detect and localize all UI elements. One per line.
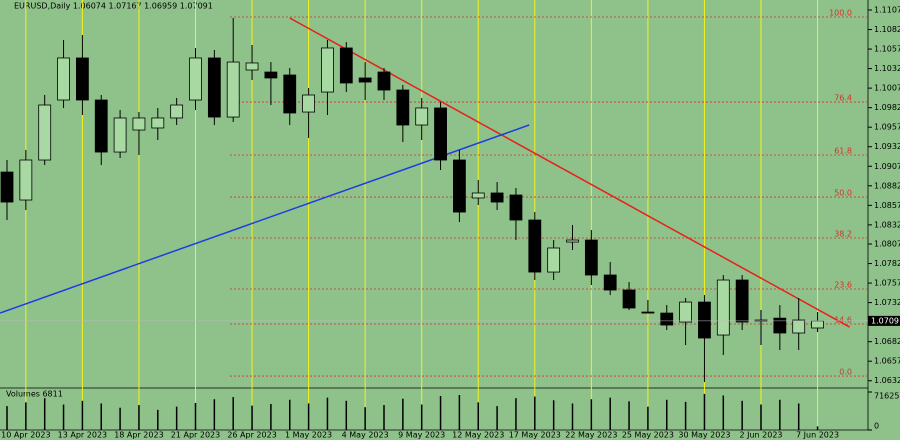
y-tick-label: 1.07575 — [874, 279, 900, 288]
x-tick-label: 12 May 2023 — [452, 431, 504, 440]
y-tick-label: 1.10820 — [874, 25, 900, 34]
candle-body — [622, 289, 636, 309]
candle-body — [377, 71, 391, 91]
candle-body — [603, 274, 617, 291]
fib-label: 23.6 — [834, 281, 852, 290]
x-tick-label: 13 Apr 2023 — [58, 431, 107, 440]
candle-body — [94, 99, 108, 153]
current-price-box — [868, 315, 900, 326]
x-tick-label: 10 Apr 2023 — [1, 431, 50, 440]
candle-body — [207, 57, 221, 118]
x-tick-label: 1 May 2023 — [285, 431, 332, 440]
x-tick-label: 18 Apr 2023 — [114, 431, 163, 440]
candle-body — [509, 194, 523, 221]
y-tick-label: 1.10070 — [874, 84, 900, 93]
x-tick-label: 9 May 2023 — [398, 431, 445, 440]
candle-body — [528, 219, 542, 273]
fib-label: 38.2 — [834, 229, 852, 238]
candle-body — [132, 117, 146, 131]
candle-body — [584, 239, 598, 276]
candle-body — [0, 171, 14, 203]
candle-body — [264, 71, 278, 79]
y-tick-label: 1.08820 — [874, 181, 900, 190]
candle-body — [19, 159, 33, 201]
candle-body — [321, 47, 334, 93]
candle-body — [283, 74, 297, 114]
y-tick-label: 1.06325 — [874, 376, 900, 385]
candle-body — [660, 312, 674, 326]
candle-body — [490, 192, 504, 203]
candle-body — [170, 104, 184, 119]
volume-title: Volumes 6811 — [6, 390, 63, 399]
x-tick-label: 2 Jun 2023 — [739, 431, 782, 440]
fib-label: 61.8 — [834, 147, 852, 156]
x-tick-label: 30 May 2023 — [678, 431, 730, 440]
fib-label: 50.0 — [834, 189, 852, 198]
candle-body — [452, 159, 466, 213]
candle-body — [358, 77, 372, 83]
candle-body — [471, 192, 485, 199]
candle-body — [716, 279, 730, 336]
x-tick-label: 26 Apr 2023 — [227, 431, 276, 440]
candle-body — [679, 301, 692, 323]
y-tick-label: 1.07325 — [874, 298, 900, 307]
y-tick-label: 1.08570 — [874, 201, 900, 210]
candle-body — [57, 57, 70, 101]
x-tick-label: 25 May 2023 — [622, 431, 674, 440]
candle-body — [396, 89, 410, 126]
candle-body — [339, 47, 353, 84]
y-tick-label: 1.09320 — [874, 142, 900, 151]
candle-body — [811, 320, 824, 329]
fib-label: 100.0 — [829, 9, 852, 18]
candle-body — [773, 317, 787, 334]
candle-body — [151, 117, 165, 129]
y-tick-label: 1.07825 — [874, 259, 900, 268]
y-tick-label: 1.11070 — [874, 6, 900, 15]
y-tick-label: 1.08075 — [874, 240, 900, 249]
y-tick-label: 1.09570 — [874, 123, 900, 132]
candle-body — [434, 107, 447, 161]
candle-body — [547, 247, 561, 273]
x-tick-label: 17 May 2023 — [509, 431, 561, 440]
candle-body — [641, 311, 655, 314]
candle-body — [189, 57, 202, 101]
volume-tick-label: 0 — [874, 422, 879, 431]
candle-body — [226, 61, 240, 118]
candle-body — [792, 319, 806, 334]
fib-label: 0.0 — [839, 368, 852, 377]
candle-body — [735, 279, 749, 323]
y-tick-label: 1.09070 — [874, 162, 900, 171]
candle-body — [245, 62, 259, 71]
candle-body — [698, 301, 711, 339]
candle-body — [113, 117, 127, 153]
x-tick-label: 21 Apr 2023 — [171, 431, 220, 440]
y-tick-label: 1.10320 — [874, 64, 900, 73]
candle-body — [76, 57, 89, 101]
fib-label: 14.6 — [834, 316, 852, 325]
x-tick-label: 7 Jun 2023 — [796, 431, 839, 440]
current-price-label: 1.07091 — [871, 316, 900, 325]
y-tick-label: 1.06575 — [874, 357, 900, 366]
x-tick-label: 22 May 2023 — [565, 431, 617, 440]
x-tick-label: 4 May 2023 — [342, 431, 389, 440]
y-tick-label: 1.06825 — [874, 337, 900, 346]
y-tick-label: 1.10570 — [874, 45, 900, 54]
fib-label: 76.4 — [834, 94, 852, 103]
trendline — [289, 17, 850, 328]
volume-tick-label: 71625 — [874, 392, 899, 401]
candle-body — [566, 239, 579, 243]
candle-body — [415, 107, 429, 126]
y-tick-label: 1.09820 — [874, 103, 900, 112]
chart-title: EURUSD,Daily 1.06074 1.07167 1.06959 1.0… — [14, 2, 213, 11]
candle-body — [38, 104, 52, 161]
y-tick-label: 1.08320 — [874, 220, 900, 229]
candle-body — [302, 94, 316, 113]
